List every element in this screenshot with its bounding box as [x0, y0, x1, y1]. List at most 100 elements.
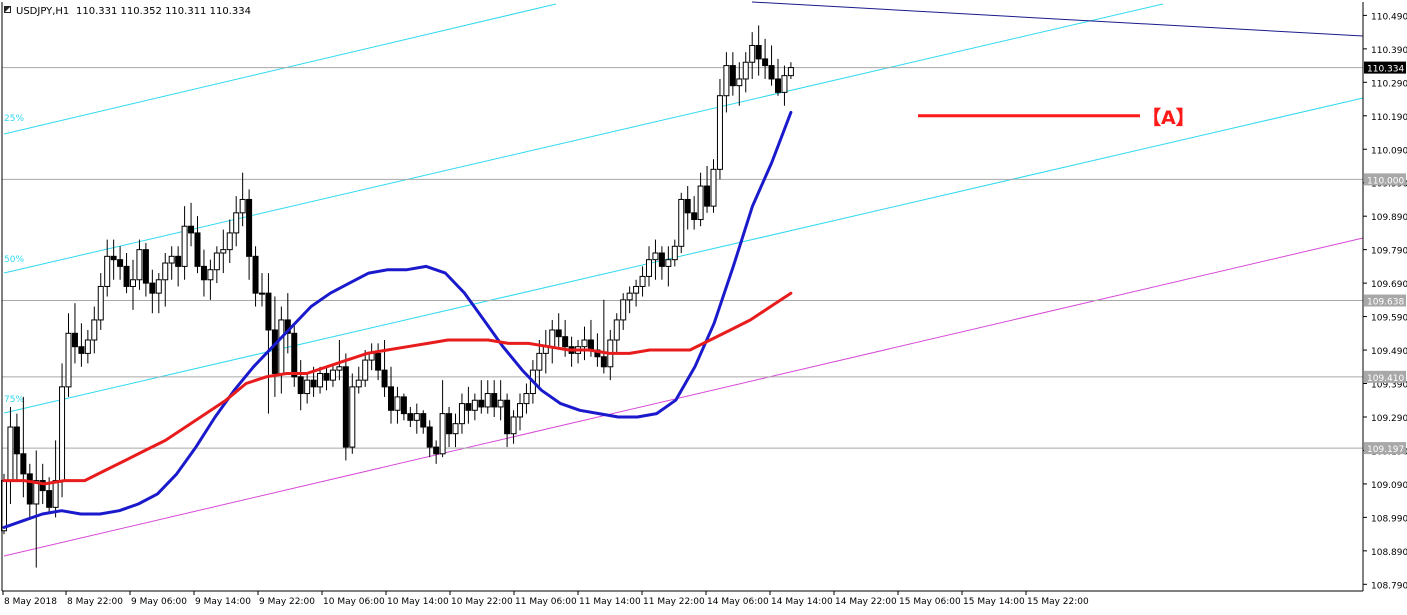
candle-bear — [400, 396, 407, 415]
candle-bear — [123, 265, 130, 287]
candle-bear — [420, 413, 427, 428]
fib-level-label: 50% — [4, 255, 24, 265]
candle-bear — [684, 198, 691, 214]
y-tick-label: 109.390 — [1371, 381, 1407, 391]
candle-bear — [149, 282, 156, 294]
candle-bull — [626, 292, 633, 301]
candle-bull — [723, 65, 730, 97]
candle-bull — [220, 249, 227, 254]
y-tick-label: 108.790 — [1371, 581, 1407, 591]
candle-bull — [52, 480, 59, 508]
candle-bear — [265, 292, 272, 331]
fib-level-label: 25% — [4, 114, 24, 124]
candle-bear — [310, 379, 317, 388]
moving-averages — [2, 110, 793, 529]
annotation-label: 【A】 — [1142, 106, 1195, 129]
candle-bear — [194, 232, 201, 267]
candle-bull — [549, 329, 556, 348]
symbol-icon-mark — [5, 7, 10, 12]
candle-bull — [646, 259, 652, 277]
x-tick-label: 8 May 22:00 — [67, 597, 123, 607]
candle-bull — [104, 255, 111, 287]
chart-header: USDJPY,H1 110.331 110.352 110.311 110.33… — [4, 6, 251, 17]
candle-bull — [510, 416, 517, 435]
candles — [1, 25, 794, 568]
candle-bear — [291, 332, 298, 378]
candle-bear — [200, 265, 207, 281]
candle-bear — [478, 399, 485, 408]
candle-bear — [252, 255, 259, 294]
candle-bear — [729, 65, 736, 87]
channel-line — [3, 3, 557, 135]
candle-bull — [91, 319, 98, 341]
candle-bull — [484, 393, 491, 408]
candle-bear — [46, 490, 53, 508]
candle-bull — [233, 212, 240, 234]
candle-bull — [749, 45, 756, 63]
candle-bull — [781, 75, 788, 93]
y-tick-label: 109.790 — [1371, 247, 1407, 257]
candle-bull — [497, 399, 504, 408]
x-tick-label: 11 May 14:00 — [579, 597, 641, 607]
symbol-label: USDJPY,H1 — [16, 6, 69, 17]
x-tick-label: 14 May 22:00 — [835, 597, 897, 607]
x-tick-label: 15 May 06:00 — [899, 597, 961, 607]
y-tick-label: 110.490 — [1371, 12, 1407, 22]
candle-bull — [665, 259, 672, 267]
candle-bear — [71, 332, 78, 348]
candle-bear — [13, 426, 20, 455]
candle-bull — [304, 379, 311, 395]
candle-bull — [259, 292, 265, 295]
candle-bull — [362, 359, 369, 381]
candle-bull — [639, 275, 646, 287]
candle-bear — [562, 336, 569, 348]
candle-bear — [142, 249, 149, 284]
candle-bull — [613, 319, 620, 341]
x-tick-label: 9 May 06:00 — [131, 597, 187, 607]
candle-bull — [710, 168, 717, 207]
y-tick-label: 109.890 — [1371, 213, 1407, 223]
y-tick-label: 109.490 — [1371, 347, 1407, 357]
candle-bear — [381, 369, 388, 388]
candle-bear — [78, 346, 85, 354]
trendline-resistance — [751, 1, 1364, 37]
candle-bull — [65, 332, 72, 388]
candle-bull — [355, 379, 362, 388]
candle-bull — [452, 423, 459, 435]
candle-bear — [433, 446, 440, 455]
y-tick-label: 110.090 — [1371, 146, 1407, 156]
y-tick-label: 109.590 — [1371, 314, 1407, 324]
candle-bull — [181, 225, 188, 267]
candle-bull — [97, 285, 104, 321]
y-tick-label: 109.690 — [1371, 280, 1407, 290]
candle-bull — [736, 78, 743, 87]
candle-bull — [168, 255, 175, 264]
price-tag — [1364, 61, 1406, 74]
candle-bear — [691, 212, 698, 221]
candle-bull — [581, 339, 588, 348]
candle-bear — [175, 255, 182, 267]
x-tick-label: 14 May 14:00 — [771, 597, 833, 607]
candle-bear — [768, 65, 775, 80]
candle-bear — [658, 252, 665, 267]
candle-bull — [213, 252, 220, 271]
candle-bull — [394, 396, 401, 411]
candle-bear — [188, 225, 195, 234]
ma_slow-line — [2, 291, 793, 486]
candle-bull — [536, 352, 543, 371]
candle-bear — [117, 259, 124, 267]
price-tag-label: 110.334 — [1367, 65, 1404, 75]
candle-bull — [678, 198, 685, 247]
x-tick-label: 9 May 22:00 — [259, 597, 315, 607]
candle-bull — [207, 269, 214, 281]
x-tick-label: 14 May 06:00 — [707, 597, 769, 607]
trendline-magenta — [3, 237, 1364, 557]
candle-bull — [716, 95, 723, 170]
candle-bull — [59, 386, 66, 482]
candle-bear — [704, 185, 711, 207]
candle-bear — [555, 329, 562, 338]
candle-bear — [426, 426, 433, 448]
candle-bear — [110, 255, 117, 261]
